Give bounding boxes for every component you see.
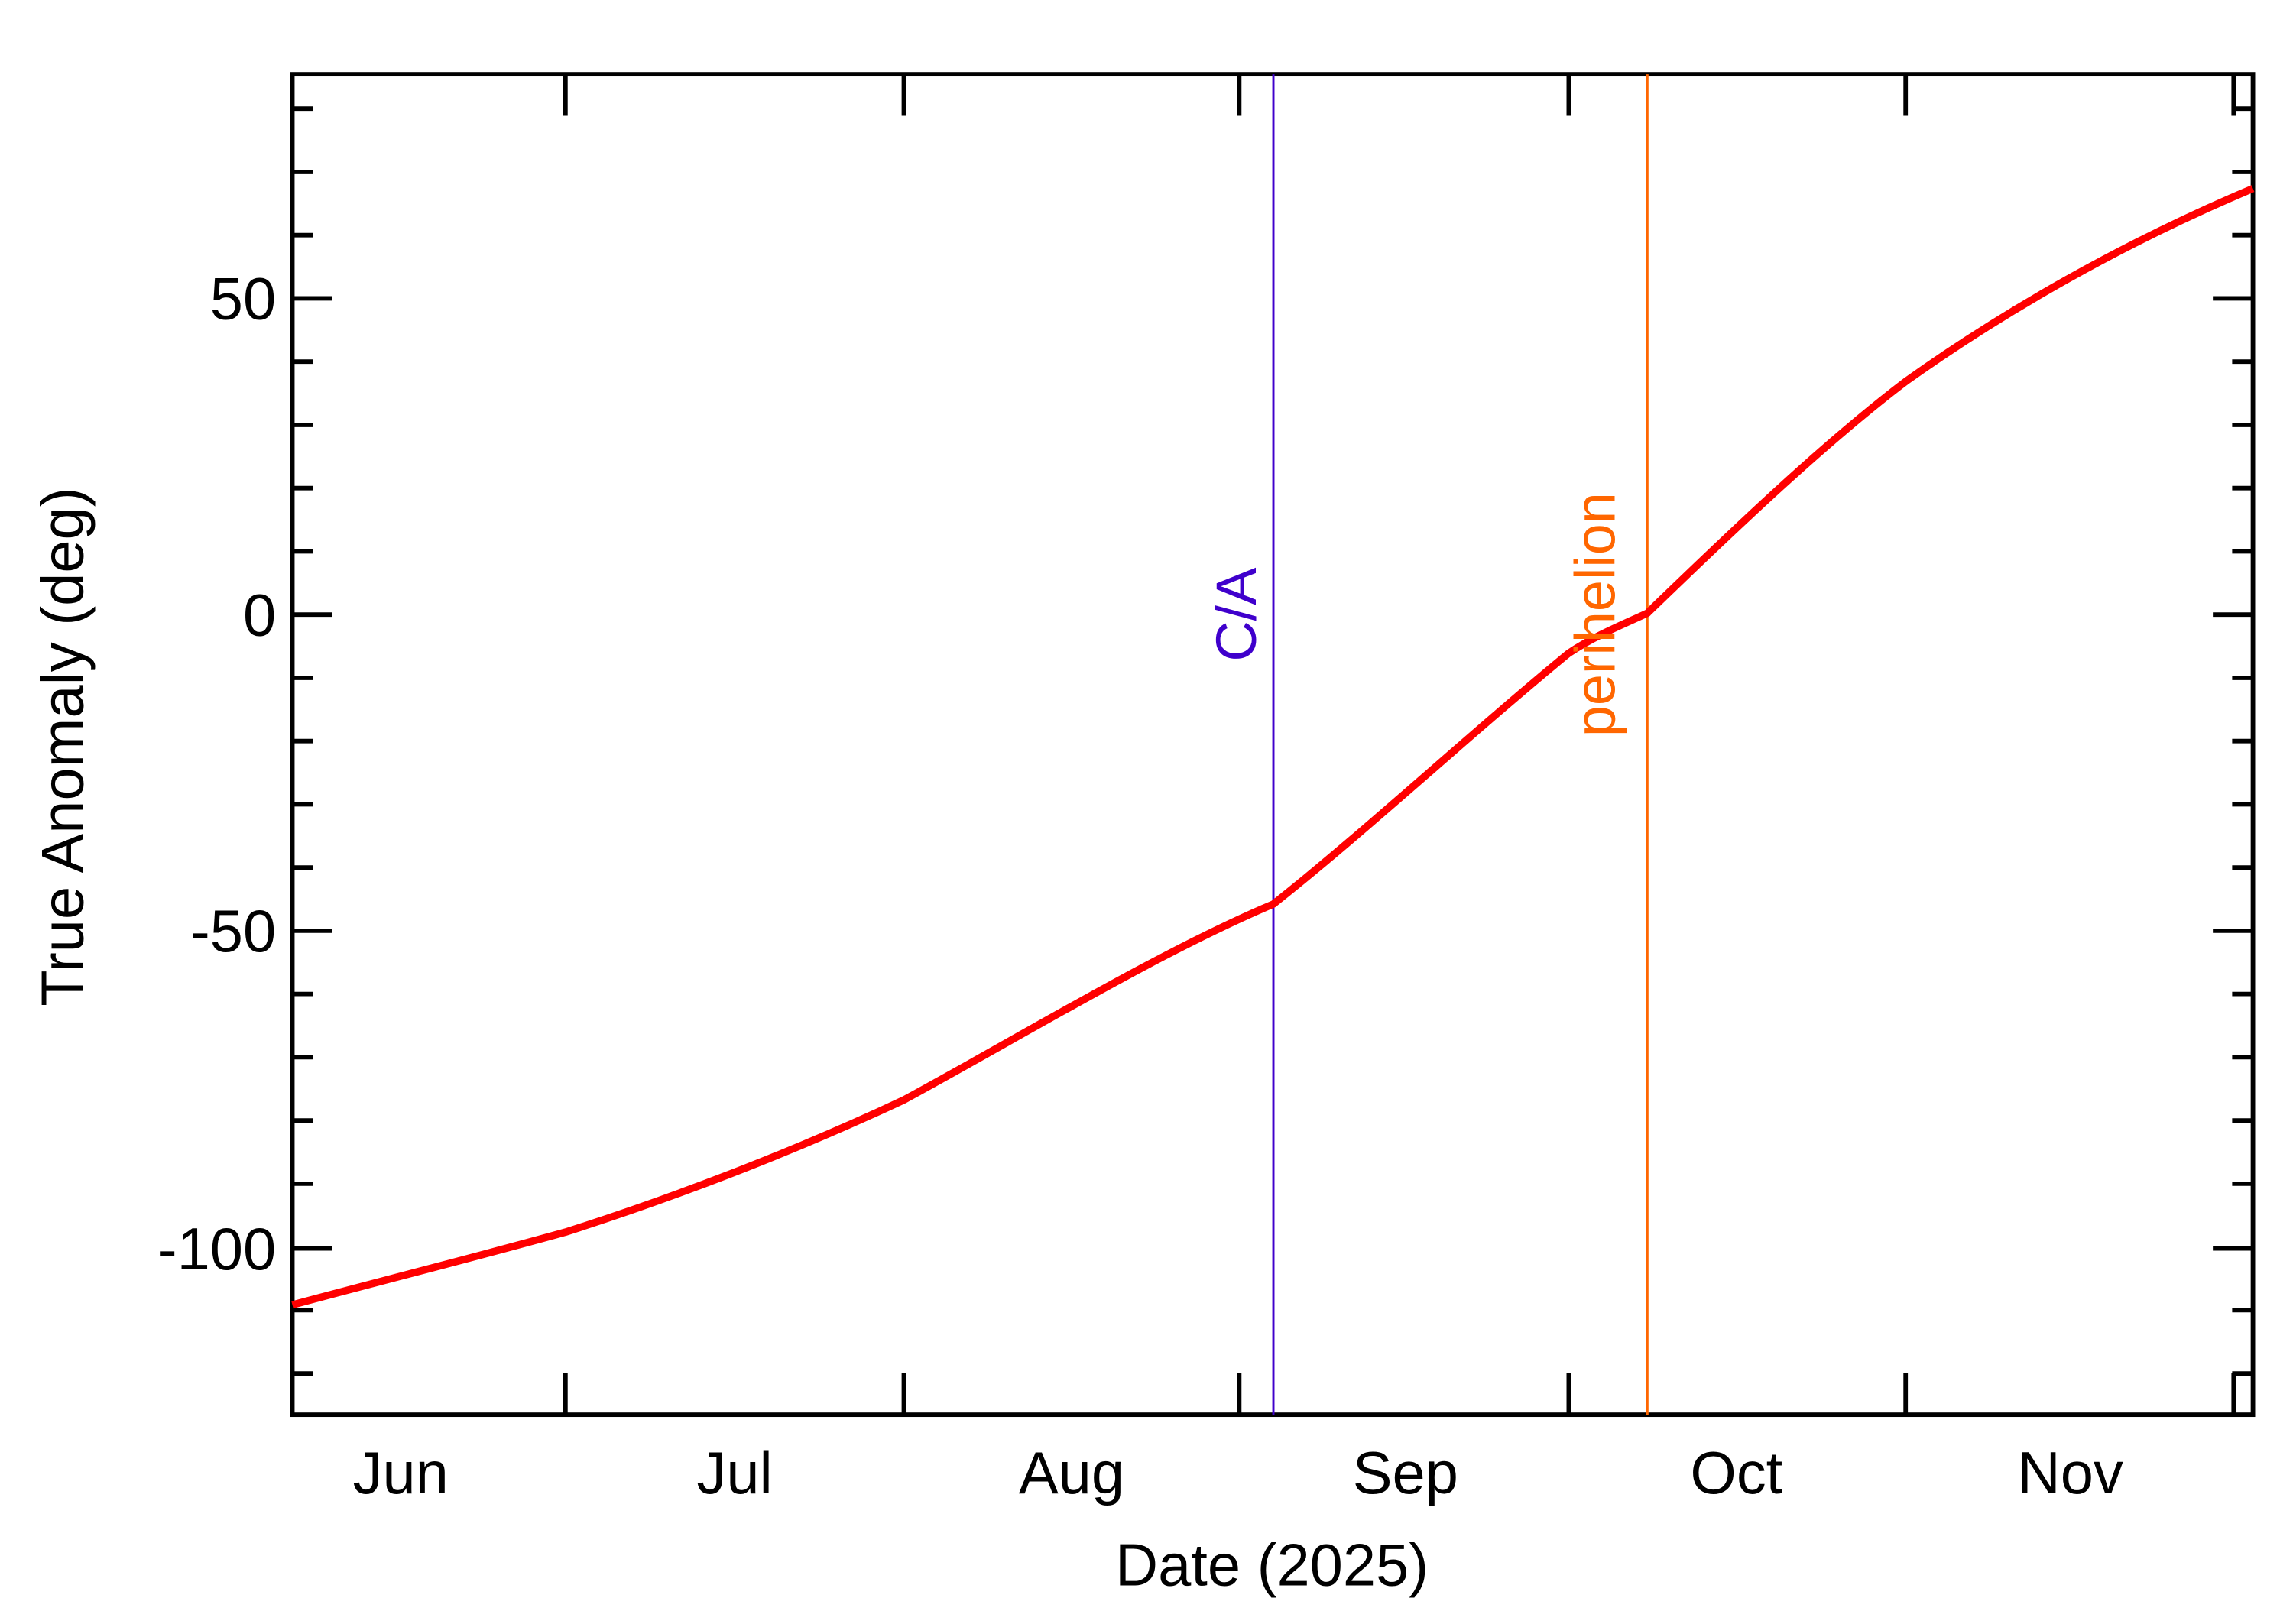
x-tick-label-nov: Nov	[2018, 1441, 2123, 1506]
x-tick-label-sep: Sep	[1353, 1441, 1458, 1506]
y-tick-label: 0	[243, 582, 276, 648]
ca-label: C/A	[1205, 567, 1268, 662]
x-axis-title: Date (2025)	[1115, 1532, 1429, 1598]
y-axis-title: True Anomaly (deg)	[31, 487, 96, 1006]
y-tick-label: -50	[190, 899, 276, 964]
x-tick-label-jul: Jul	[697, 1441, 773, 1506]
perihelion-label: perihelion	[1564, 492, 1627, 737]
x-tick-label-jun: Jun	[353, 1441, 449, 1506]
x-tick-label-oct: Oct	[1690, 1441, 1782, 1506]
y-minor-ticks	[292, 106, 2253, 1376]
y-tick-label: 50	[210, 267, 276, 332]
x-month-ticks	[563, 74, 2236, 1415]
y-major-ticks	[292, 296, 2253, 1251]
y-tick-labels: 50 0 -50 -100	[157, 267, 276, 1282]
x-tick-labels: Jun Jul Aug Sep Oct Nov	[353, 1441, 2123, 1506]
x-tick-label-aug: Aug	[1019, 1441, 1124, 1506]
true-anomaly-curve	[291, 185, 2255, 1309]
y-tick-label: -100	[157, 1217, 276, 1282]
